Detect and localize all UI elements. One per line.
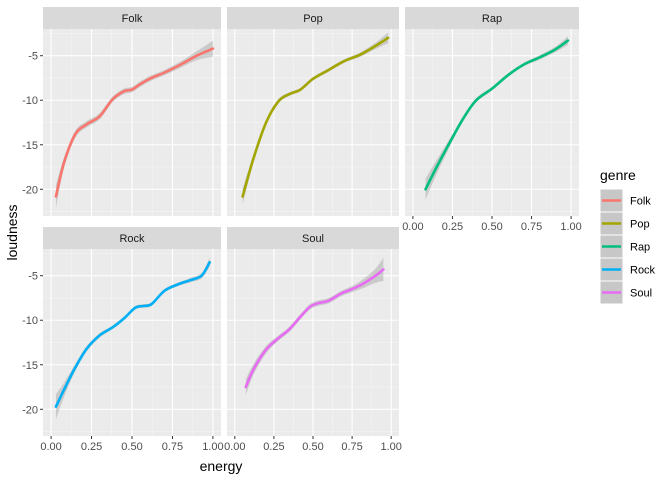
facet-strip-label-rock: Rock xyxy=(119,233,145,245)
x-tick-label: 0.25 xyxy=(263,441,284,453)
y-tick-label: -5 xyxy=(28,271,38,283)
facet-strip-soul xyxy=(227,227,399,249)
y-tick-label: -10 xyxy=(22,95,38,107)
facet-strip-rock xyxy=(43,227,221,249)
legend-label-rock: Rock xyxy=(630,265,656,277)
series-line-pop xyxy=(241,36,390,198)
facet-panel-rock: Rock 0.00 0.25 0.50 0.75 1.00 -20 -15 -10 -5 xyxy=(22,227,224,453)
y-tick-label: -20 xyxy=(22,404,38,416)
facet-strip-pop xyxy=(227,7,399,29)
legend-label-folk: Folk xyxy=(630,196,651,208)
series-line-rock xyxy=(54,261,211,408)
confidence-band-pop xyxy=(242,32,389,205)
facet-strip-folk xyxy=(43,7,221,29)
facet-strip-label-pop: Pop xyxy=(303,13,323,25)
x-tick-label: 0.50 xyxy=(481,221,502,233)
confidence-band-soul xyxy=(245,257,384,396)
legend-title: genre xyxy=(600,167,636,183)
facet-panel-folk: Folk -20 -15 -10 -5 xyxy=(22,7,221,216)
facet-strip-rap xyxy=(405,7,579,29)
y-tick-label: -15 xyxy=(22,360,38,372)
x-tick-label: 0.00 xyxy=(40,441,61,453)
facet-strip-label-rap: Rap xyxy=(482,13,502,25)
y-tick-label: -10 xyxy=(22,315,38,327)
y-tick-label: -5 xyxy=(28,51,38,63)
y-tick-label: -15 xyxy=(22,140,38,152)
facet-strip-label-folk: Folk xyxy=(122,13,143,25)
x-tick-label: 1.00 xyxy=(202,441,223,453)
facet-strip-label-soul: Soul xyxy=(302,233,324,245)
x-tick-label: 1.00 xyxy=(560,221,581,233)
legend-label-rap: Rap xyxy=(630,242,650,254)
x-axis-title: energy xyxy=(200,458,243,474)
series-line-folk xyxy=(54,47,215,198)
legend-label-soul: Soul xyxy=(630,288,652,300)
x-tick-label: 0.00 xyxy=(224,441,245,453)
x-tick-label: 0.50 xyxy=(302,441,323,453)
x-tick-label: 0.00 xyxy=(402,221,423,233)
facet-panel-pop: Pop xyxy=(227,7,399,216)
x-tick-label: 0.25 xyxy=(442,221,463,233)
x-tick-label: 1.00 xyxy=(380,441,401,453)
legend-label-pop: Pop xyxy=(630,219,650,231)
facet-panel-rap: Rap 0.00 0.25 0.50 0.75 1.00 xyxy=(402,7,582,233)
facet-panel-soul: Soul 0.00 0.25 0.50 0.75 1.00 xyxy=(224,227,402,453)
legend: genre Folk Pop Rap Rock Soul xyxy=(599,167,656,305)
y-tick-label: -20 xyxy=(22,184,38,196)
x-tick-label: 0.75 xyxy=(162,441,183,453)
x-tick-label: 0.75 xyxy=(341,441,362,453)
x-tick-label: 0.50 xyxy=(121,441,142,453)
confidence-band-rap xyxy=(425,36,568,200)
x-tick-label: 0.25 xyxy=(81,441,102,453)
x-tick-label: 0.75 xyxy=(521,221,542,233)
series-line-rap xyxy=(424,39,570,191)
series-line-soul xyxy=(244,268,385,389)
y-axis-title: loudness xyxy=(4,204,20,260)
